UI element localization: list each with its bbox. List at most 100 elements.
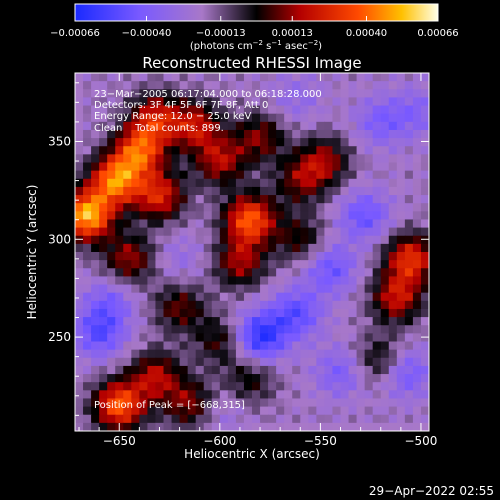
heatmap-cell <box>276 162 285 172</box>
heatmap-cell <box>243 390 253 400</box>
heatmap-cell <box>308 235 317 245</box>
heatmap-cell <box>348 211 358 221</box>
heatmap-cell <box>396 252 406 261</box>
heatmap-cell <box>356 260 366 269</box>
heatmap-cell <box>211 317 221 326</box>
heatmap-cell <box>396 333 406 343</box>
heatmap-cell <box>131 97 140 107</box>
heatmap-cell <box>107 390 116 400</box>
heatmap-cell <box>155 398 165 408</box>
heatmap-cell <box>420 89 429 99</box>
heatmap-cell <box>260 105 269 115</box>
heatmap-cell <box>260 195 269 204</box>
heatmap-cell <box>107 203 116 212</box>
heatmap-cell <box>99 89 108 99</box>
heatmap-cell <box>147 414 157 424</box>
heatmap-cell <box>235 292 245 302</box>
heatmap-cell <box>163 292 173 302</box>
heatmap-cell <box>131 325 140 334</box>
heatmap-cell <box>211 186 221 196</box>
colorbar-tick-label: −0.00066 <box>50 28 100 39</box>
heatmap-cell <box>219 154 229 164</box>
heatmap-cell <box>396 406 406 416</box>
heatmap-cell <box>123 357 132 367</box>
heatmap-cell <box>372 252 382 261</box>
heatmap-cell <box>235 276 245 286</box>
heatmap-cell <box>396 365 406 375</box>
heatmap-cell <box>219 390 229 400</box>
heatmap-cell <box>324 138 334 147</box>
heatmap-cell <box>171 219 181 229</box>
heatmap-cell <box>300 235 309 245</box>
heatmap-cell <box>412 414 422 424</box>
heatmap-cell <box>75 390 84 400</box>
heatmap-cell <box>107 129 116 139</box>
heatmap-cell <box>219 81 229 90</box>
heatmap-cell <box>75 333 84 343</box>
heatmap-cell <box>340 178 350 188</box>
heatmap-cell <box>260 317 269 326</box>
heatmap-cell <box>243 73 253 82</box>
heatmap-cell <box>211 211 221 221</box>
heatmap-cell <box>243 252 253 261</box>
heatmap-cell <box>235 357 245 367</box>
heatmap-cell <box>155 260 165 269</box>
heatmap-cell <box>372 317 382 326</box>
heatmap-cell <box>195 219 205 229</box>
heatmap-cell <box>324 203 334 212</box>
heatmap-cell <box>324 154 334 164</box>
heatmap-cell <box>412 308 422 318</box>
heatmap-cell <box>91 422 100 431</box>
heatmap-cell <box>388 276 398 286</box>
heatmap-cell <box>388 365 398 375</box>
heatmap-cell <box>388 73 398 82</box>
heatmap-cell <box>316 235 326 245</box>
heatmap-cell <box>195 121 205 131</box>
heatmap-cell <box>388 113 398 123</box>
heatmap-cell <box>252 170 261 180</box>
heatmap-cell <box>243 374 253 383</box>
heatmap-cell <box>131 129 140 139</box>
heatmap-cell <box>268 325 277 334</box>
heatmap-cell <box>99 97 108 107</box>
heatmap-cell <box>171 317 181 326</box>
heatmap-cell <box>268 178 277 188</box>
heatmap-cell <box>179 219 189 229</box>
heatmap-cell <box>252 390 261 400</box>
heatmap-cell <box>420 178 429 188</box>
heatmap-cell <box>404 219 414 229</box>
heatmap-cell <box>123 276 132 286</box>
heatmap-cell <box>211 243 221 253</box>
heatmap-cell <box>219 341 229 351</box>
heatmap-cell <box>219 317 229 326</box>
heatmap-cell <box>83 284 92 294</box>
heatmap-cell <box>195 398 205 408</box>
heatmap-cell <box>380 170 390 180</box>
heatmap-cell <box>268 73 277 82</box>
heatmap-cell <box>276 341 285 351</box>
heatmap-cell <box>372 374 382 383</box>
heatmap-cell <box>268 121 277 131</box>
heatmap-cell <box>356 203 366 212</box>
heatmap-cell <box>219 195 229 204</box>
heatmap-cell <box>316 170 326 180</box>
heatmap-cell <box>219 211 229 221</box>
heatmap-cell <box>308 227 317 237</box>
heatmap-cell <box>203 276 213 286</box>
heatmap-cell <box>171 154 181 164</box>
heatmap-cell <box>268 154 277 164</box>
heatmap-cell <box>115 203 124 212</box>
heatmap-cell <box>340 105 350 115</box>
heatmap-cell <box>99 195 108 204</box>
footer-timestamp: 29−Apr−2022 02:55 <box>369 484 494 498</box>
heatmap-cell <box>348 341 358 351</box>
heatmap-cell <box>235 211 245 221</box>
heatmap-cell <box>292 138 301 147</box>
heatmap-cell <box>380 195 390 204</box>
heatmap-cell <box>123 333 132 343</box>
heatmap-cell <box>412 341 422 351</box>
heatmap-cell <box>147 333 157 343</box>
heatmap-cell <box>284 382 293 391</box>
heatmap-cell <box>171 203 181 212</box>
heatmap-cell <box>340 162 350 172</box>
